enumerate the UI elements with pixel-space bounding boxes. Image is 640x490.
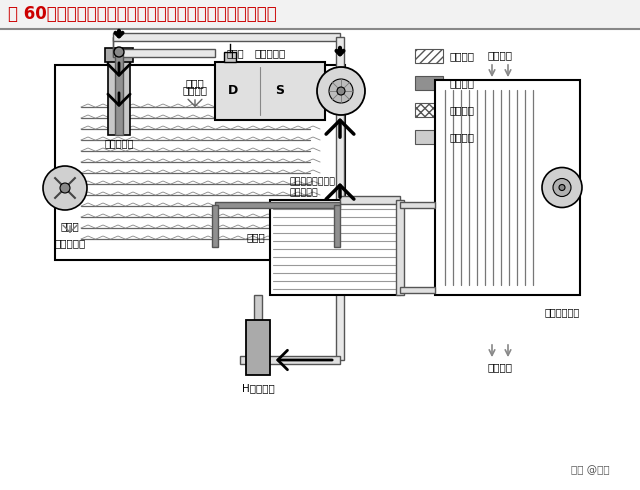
Bar xyxy=(215,202,340,208)
Circle shape xyxy=(114,47,124,57)
Bar xyxy=(240,356,340,364)
Bar xyxy=(108,60,130,135)
Text: 高压液体: 高压液体 xyxy=(449,78,474,88)
Bar xyxy=(336,37,344,360)
Bar xyxy=(396,200,404,295)
Text: 车前空气: 车前空气 xyxy=(182,85,207,95)
Text: 安全阀: 安全阀 xyxy=(226,48,244,58)
Text: 电动压缩机: 电动压缩机 xyxy=(254,48,285,58)
Text: 储液干燥器: 储液干燥器 xyxy=(104,138,134,148)
Circle shape xyxy=(337,87,345,95)
Bar xyxy=(400,202,435,208)
Bar xyxy=(105,48,133,62)
Text: 图 60：新能源车热管理系统零部件、原理与家用空调相似: 图 60：新能源车热管理系统零部件、原理与家用空调相似 xyxy=(8,5,276,23)
Text: 低压气体: 低压气体 xyxy=(449,132,474,142)
Bar xyxy=(224,52,236,62)
Bar xyxy=(254,295,262,320)
Bar xyxy=(415,76,443,90)
Bar xyxy=(400,287,435,293)
Circle shape xyxy=(60,183,70,193)
Bar xyxy=(55,65,345,260)
Bar xyxy=(246,320,270,375)
Bar xyxy=(270,200,400,295)
Bar xyxy=(435,80,580,295)
Bar xyxy=(113,49,215,57)
Bar xyxy=(0,0,640,28)
Text: 车内空气: 车内空气 xyxy=(488,362,513,372)
Circle shape xyxy=(559,185,565,191)
Text: 蒸发箱: 蒸发箱 xyxy=(246,232,265,243)
Bar xyxy=(415,49,443,63)
Bar xyxy=(334,205,340,247)
Text: 发动机舱内: 发动机舱内 xyxy=(54,238,86,248)
Bar xyxy=(115,53,123,135)
Text: S: S xyxy=(275,84,285,98)
Circle shape xyxy=(553,178,571,196)
Text: 低压液体: 低压液体 xyxy=(449,105,474,115)
Text: 电子扇: 电子扇 xyxy=(61,221,79,231)
Circle shape xyxy=(329,79,353,103)
Text: 鼓风机电动机: 鼓风机电动机 xyxy=(545,307,580,317)
Bar xyxy=(113,33,340,41)
Bar xyxy=(212,205,218,247)
Circle shape xyxy=(317,67,365,115)
Bar xyxy=(215,62,325,120)
Text: 高压气体: 高压气体 xyxy=(449,51,474,61)
Bar xyxy=(340,196,400,204)
Text: 车内空气: 车内空气 xyxy=(488,50,513,60)
Circle shape xyxy=(43,166,87,210)
Text: 制冷剂压力传感器
或压力开关: 制冷剂压力传感器 或压力开关 xyxy=(290,177,336,197)
Text: H型膨胀阀: H型膨胀阀 xyxy=(242,383,275,393)
Bar xyxy=(415,130,443,144)
Bar xyxy=(415,103,443,117)
Text: D: D xyxy=(228,84,238,98)
Circle shape xyxy=(542,168,582,207)
Text: 头条 @认是: 头条 @认是 xyxy=(572,465,610,475)
Text: 冷凝器: 冷凝器 xyxy=(186,78,204,88)
